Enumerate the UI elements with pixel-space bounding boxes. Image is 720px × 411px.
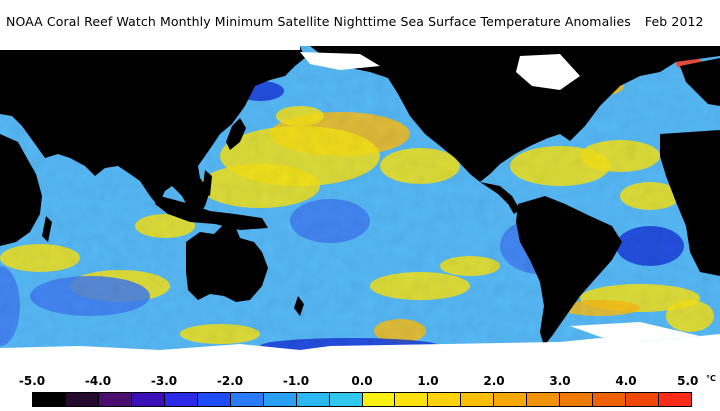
madagascar [42,216,52,242]
colorbar-tick-label: 4.0 [615,374,637,388]
south-america-landmass [516,196,622,346]
japan-islands [226,118,246,150]
colorbar-swatch [164,393,198,406]
ice-layer [0,46,720,372]
anomaly-patch-mild [440,256,500,276]
colorbar-swatch [329,393,363,406]
colorbar-swatch [263,393,297,406]
colorbar-swatch [494,393,528,406]
anomaly-patch-mild [135,214,195,238]
anomaly-patch-mild [200,164,320,208]
indonesia [155,196,268,230]
colorbar-swatch [461,393,495,406]
colorbar-swatch [428,393,462,406]
colorbar-swatch [98,393,132,406]
colorbar-swatch [659,393,692,406]
anomaly-patch-cold [616,226,684,266]
colorbar-swatch [527,393,561,406]
colorbar-tick-label: -5.0 [18,374,46,388]
colorbar-tick-label: 3.0 [549,374,571,388]
anomaly-patches [0,55,714,354]
anomaly-patch-mild [370,272,470,300]
land-layer [0,46,720,346]
colorbar-tick-label: -1.0 [282,374,310,388]
colorbar [32,392,692,407]
weddell-ice [570,322,700,344]
anomaly-patch-mild [380,148,460,184]
colorbar-swatch [296,393,330,406]
asia-landmass [0,46,305,216]
colorbar-swatch [65,393,99,406]
central-america [480,182,520,214]
colorbar-unit: °C [706,374,716,383]
colorbar-swatch [626,393,660,406]
bering-ice [300,52,380,70]
colorbar-swatch [395,393,429,406]
africa-right-landmass [660,130,720,276]
sst-anomaly-map [0,46,720,372]
colorbar-swatch [33,393,66,406]
colorbar-tick-label: -3.0 [150,374,178,388]
anomaly-patch-mild [180,324,260,344]
anomaly-patch-mild [0,244,80,272]
colorbar-tick-label: -2.0 [216,374,244,388]
colorbar-tick-label: 1.0 [417,374,439,388]
anomaly-patch-cool [30,276,150,316]
colorbar-tick-label: -4.0 [84,374,112,388]
map-title: NOAA Coral Reef Watch Monthly Minimum Sa… [6,14,704,29]
anomaly-patch-warm [374,319,426,343]
colorbar-tick-label: 0.0 [351,374,373,388]
colorbar-swatch [131,393,165,406]
africa-landmass [0,134,42,246]
colorbar-labels: -5.0 -4.0 -3.0 -2.0 -1.0 0.0 1.0 2.0 3.0 4.0 5.0 [0,374,720,390]
colorbar-swatch [362,393,396,406]
colorbar-tick-label: 5.0 [677,374,699,388]
anomaly-patch-mild [666,300,714,332]
title-text: NOAA Coral Reef Watch Monthly Minimum Sa… [6,14,631,29]
anomaly-patch-mild [580,140,660,172]
greenland [600,46,680,76]
colorbar-swatch [560,393,594,406]
anomaly-patch-cool [290,199,370,243]
hudson-ice [516,54,580,90]
colorbar-swatch [230,393,264,406]
anomaly-patch-mild [276,106,324,126]
anomaly-patch-cool [0,266,20,346]
australia-landmass [186,224,268,302]
colorbar-swatch [197,393,231,406]
anomaly-patch-mild [620,182,680,210]
new-zealand [294,296,304,316]
antarctic-ice [0,334,720,372]
north-america-landmass [310,46,720,182]
anomaly-patch-warm [560,300,640,316]
colorbar-tick-label: 2.0 [483,374,505,388]
arctic-ice-left [0,46,300,50]
europe-landmass [680,58,720,106]
title-date: Feb 2012 [644,14,704,29]
colorbar-swatch [593,393,627,406]
philippines [202,170,212,196]
